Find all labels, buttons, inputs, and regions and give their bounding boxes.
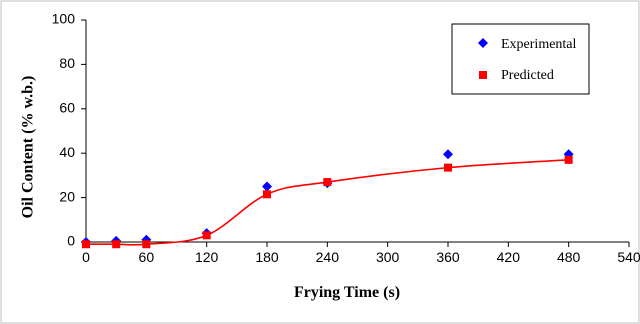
- predicted-point: [444, 163, 452, 172]
- y-tick-label: 20: [59, 188, 75, 204]
- x-tick-label: 180: [255, 249, 279, 265]
- y-tick-label: 0: [67, 233, 75, 249]
- x-tick-label: 60: [139, 249, 155, 265]
- x-tick-label: 300: [376, 249, 400, 265]
- x-tick-label: 420: [497, 249, 521, 265]
- legend-marker-predicted: [479, 71, 487, 79]
- y-tick-label: 40: [59, 144, 75, 160]
- x-tick-label: 120: [195, 249, 219, 265]
- legend-label-experimental: Experimental: [501, 37, 577, 52]
- x-tick-label: 0: [82, 249, 90, 265]
- predicted-point: [263, 190, 271, 199]
- predicted-point: [82, 240, 90, 249]
- experimental-point: [443, 149, 453, 160]
- legend-marker-experimental: [478, 38, 488, 48]
- x-tick-label: 360: [436, 249, 460, 265]
- x-tick-label: 240: [316, 249, 340, 265]
- predicted-point: [323, 178, 332, 187]
- experimental-point: [262, 181, 272, 192]
- y-tick-label: 60: [59, 100, 75, 116]
- x-axis-title: Frying Time (s): [294, 284, 400, 301]
- y-tick-label: 80: [59, 55, 75, 71]
- data-points: [81, 149, 574, 249]
- x-tick-label: 480: [557, 249, 581, 265]
- predicted-point: [142, 240, 151, 249]
- y-tick-label: 100: [52, 11, 76, 27]
- predicted-point: [202, 231, 211, 240]
- legend: Experimental Predicted: [451, 23, 590, 95]
- y-axis-title: Oil Content (% w.b.): [20, 76, 37, 219]
- predicted-point: [112, 240, 121, 249]
- tick-labels: 0 20 40 60 80 100 0 60 120 180 240 300 360 420 480 540: [52, 11, 640, 265]
- predicted-point: [564, 155, 573, 164]
- x-tick-label: 540: [617, 249, 640, 265]
- legend-label-predicted: Predicted: [501, 68, 554, 83]
- legend-box: [451, 23, 590, 95]
